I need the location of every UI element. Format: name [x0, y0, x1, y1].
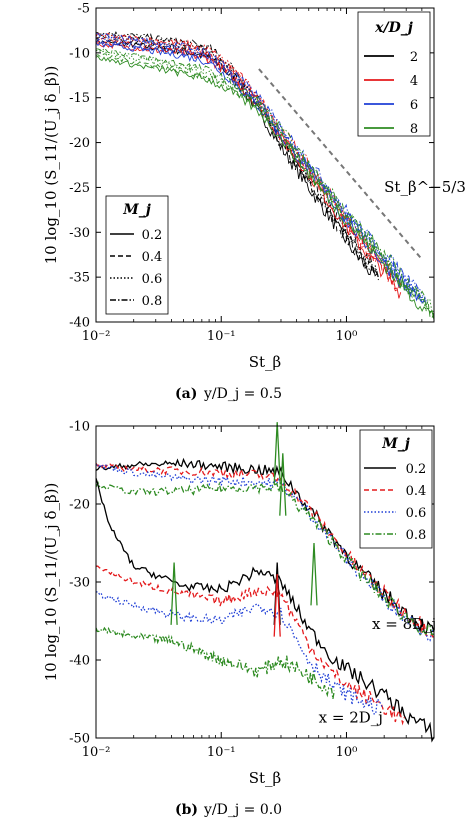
panel-b-legend-label: 0.8	[406, 528, 427, 543]
panel-a-x-tick-label: 10⁰	[336, 329, 358, 344]
panel-a-legend-style-box	[105, 195, 169, 315]
panel-a-legend-style-label: 0.6	[142, 272, 163, 287]
panel-a-y-tick-label: -25	[69, 181, 90, 196]
panel-b-x-tick-label: 10⁰	[336, 745, 358, 760]
panel-a-series-line	[95, 33, 427, 301]
panel-b-legend: M_j 0.2 0.4 0.6 0.8	[359, 429, 433, 549]
panel-a-reference-line-mark	[258, 68, 423, 260]
panel-a-series-line	[95, 36, 379, 276]
panel-b-peak	[273, 422, 281, 485]
panel-b-x-tick-label: 10⁻²	[82, 745, 111, 760]
panel-b-y-tick-label: -40	[69, 654, 90, 669]
panel-b-x-tick-label: 10⁻¹	[207, 745, 236, 760]
panel-a-legend-color-title: x/D_j	[374, 20, 413, 36]
panel-a-legend-color-box	[357, 11, 431, 137]
panel-a-plot-frame	[95, 7, 435, 323]
panel-a-legend-style: M_j 0.2 0.4 0.6 0.8	[105, 195, 169, 315]
panel-b-peak	[273, 574, 281, 637]
panel-a-x-tick-label: 10⁻¹	[207, 329, 236, 344]
panel-b-legend-label: 0.6	[406, 506, 427, 521]
panel-a-y-tick-label: -30	[69, 226, 90, 241]
panel-a-series-line	[96, 47, 435, 313]
panel-b-legend-label: 0.2	[406, 462, 427, 477]
panel-b-annotation: x = 8D_j	[372, 615, 436, 633]
panel-b-caption-label: (b)	[175, 802, 198, 818]
panel-a-y-tick-label: -40	[69, 316, 90, 331]
panel-b-series-line	[95, 457, 435, 636]
panel-b-y-tick-label: -50	[69, 732, 90, 747]
panel-a-y-tick-label: -10	[69, 46, 90, 61]
panel-b-y-tick-label: -10	[69, 420, 90, 435]
panel-a-legend-color-label: 8	[410, 122, 418, 137]
panel-a-legend-style-label: 0.4	[142, 250, 163, 265]
panel-b-series-line	[95, 590, 384, 715]
panel-a-y-tick-label: -15	[69, 91, 90, 106]
panel-a-caption-label: (a)	[175, 386, 197, 402]
panel-a-x-axis-label: St_β	[249, 353, 281, 371]
panel-a-y-tick-label: -20	[69, 136, 90, 151]
panel-a-reference-label: St_β^−5/3	[384, 178, 466, 196]
panel-a-series-line	[95, 32, 402, 289]
panel-a-legend-color-label: 4	[410, 74, 418, 89]
panel-a-series-line	[96, 35, 402, 285]
panel-b-series	[95, 457, 435, 743]
panel-a-legend-style-title: M_j	[122, 202, 151, 218]
panel-a-y-tick-label: -35	[69, 271, 90, 286]
panel-b-peak	[170, 562, 178, 625]
panel-b-y-tick-label: -20	[69, 498, 90, 513]
panel-b-series-line	[95, 626, 335, 700]
panel-b-legend-label: 0.4	[406, 484, 427, 499]
panel-b-legend-box	[359, 429, 433, 549]
panel-a-legend-style-label: 0.8	[142, 294, 163, 309]
panel-b-x-axis-label: St_β	[249, 769, 281, 787]
panel-b-series-line	[96, 565, 406, 726]
panel-b-series-line	[95, 478, 435, 743]
panel-b-series-line	[95, 463, 435, 642]
panel-b-legend-title: M_j	[381, 436, 410, 452]
panel-a-legend-style-label: 0.2	[142, 228, 163, 243]
panel-a-legend-color-label: 2	[410, 50, 418, 65]
panel-b-series-line	[95, 480, 435, 638]
panel-a-legend-color: x/D_j 2 4 6 8	[357, 11, 431, 137]
panel-b-peak	[310, 542, 318, 606]
panel-a-x-tick-label: 10⁻²	[82, 329, 111, 344]
panel-a-legend-color-label: 6	[410, 98, 418, 113]
panel-a-series	[95, 31, 435, 321]
panel-b-y-axis-label: 10 log_10 (S_11/(U_j δ_β))	[42, 483, 60, 682]
panel-b-annotation: x = 2D_j	[319, 708, 383, 726]
panel-b-annotations: x = 8D_jx = 2D_j	[319, 615, 437, 727]
panel-b-y-tick-label: -30	[69, 576, 90, 591]
panel-b-caption: y/D_j = 0.0	[203, 802, 282, 818]
panel-a-reference-line	[258, 68, 423, 260]
panel-a-y-tick-label: -5	[77, 2, 90, 17]
panel-a-caption: y/D_j = 0.5	[203, 386, 282, 402]
panel-a-y-axis-label: 10 log_10 (S_11/(U_j δ_β))	[42, 66, 60, 265]
panel-b-peak	[279, 453, 287, 516]
panel-b-peaks	[170, 422, 318, 637]
